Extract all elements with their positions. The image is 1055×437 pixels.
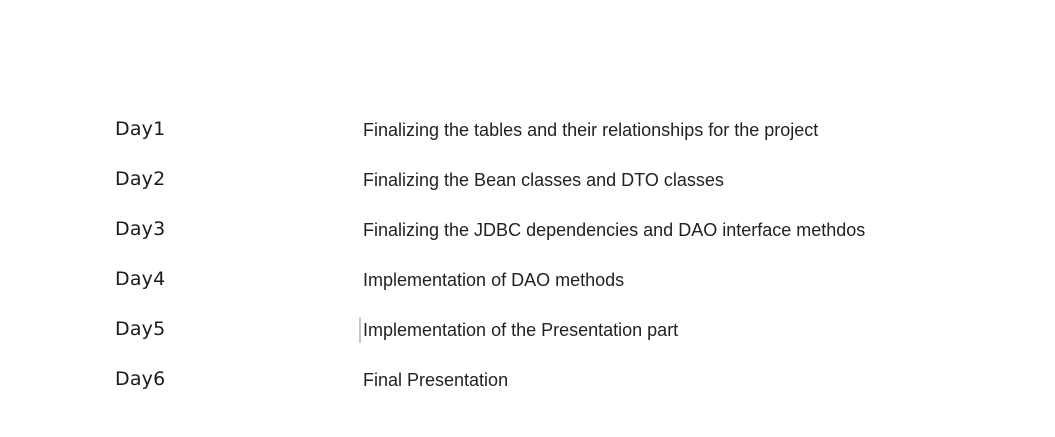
schedule-row: Day5 Implementation of the Presentation … xyxy=(115,304,1015,354)
text-cursor xyxy=(359,317,361,343)
schedule-row: Day3 Finalizing the JDBC dependencies an… xyxy=(115,204,1015,254)
schedule-row: Day6 Final Presentation xyxy=(115,354,1015,404)
schedule-row: Day4 Implementation of DAO methods xyxy=(115,254,1015,304)
task-description[interactable]: Implementation of DAO methods xyxy=(363,269,625,290)
day-label: Day6 xyxy=(115,368,166,390)
schedule-table: Day1 Finalizing the tables and their rel… xyxy=(115,104,1015,404)
task-description[interactable]: Implementation of the Presentation part xyxy=(363,319,679,340)
task-description[interactable]: Finalizing the tables and their relation… xyxy=(363,119,819,140)
day-label: Day4 xyxy=(115,268,166,290)
day-label: Day3 xyxy=(115,218,166,240)
schedule-row: Day1 Finalizing the tables and their rel… xyxy=(115,104,1015,154)
day-label: Day5 xyxy=(115,318,166,340)
schedule-row: Day2 Finalizing the Bean classes and DTO… xyxy=(115,154,1015,204)
task-description[interactable]: Finalizing the Bean classes and DTO clas… xyxy=(363,169,724,190)
task-description[interactable]: Finalizing the JDBC dependencies and DAO… xyxy=(363,219,866,240)
day-label: Day2 xyxy=(115,168,166,190)
task-description[interactable]: Final Presentation xyxy=(363,369,509,390)
day-label: Day1 xyxy=(115,118,166,140)
